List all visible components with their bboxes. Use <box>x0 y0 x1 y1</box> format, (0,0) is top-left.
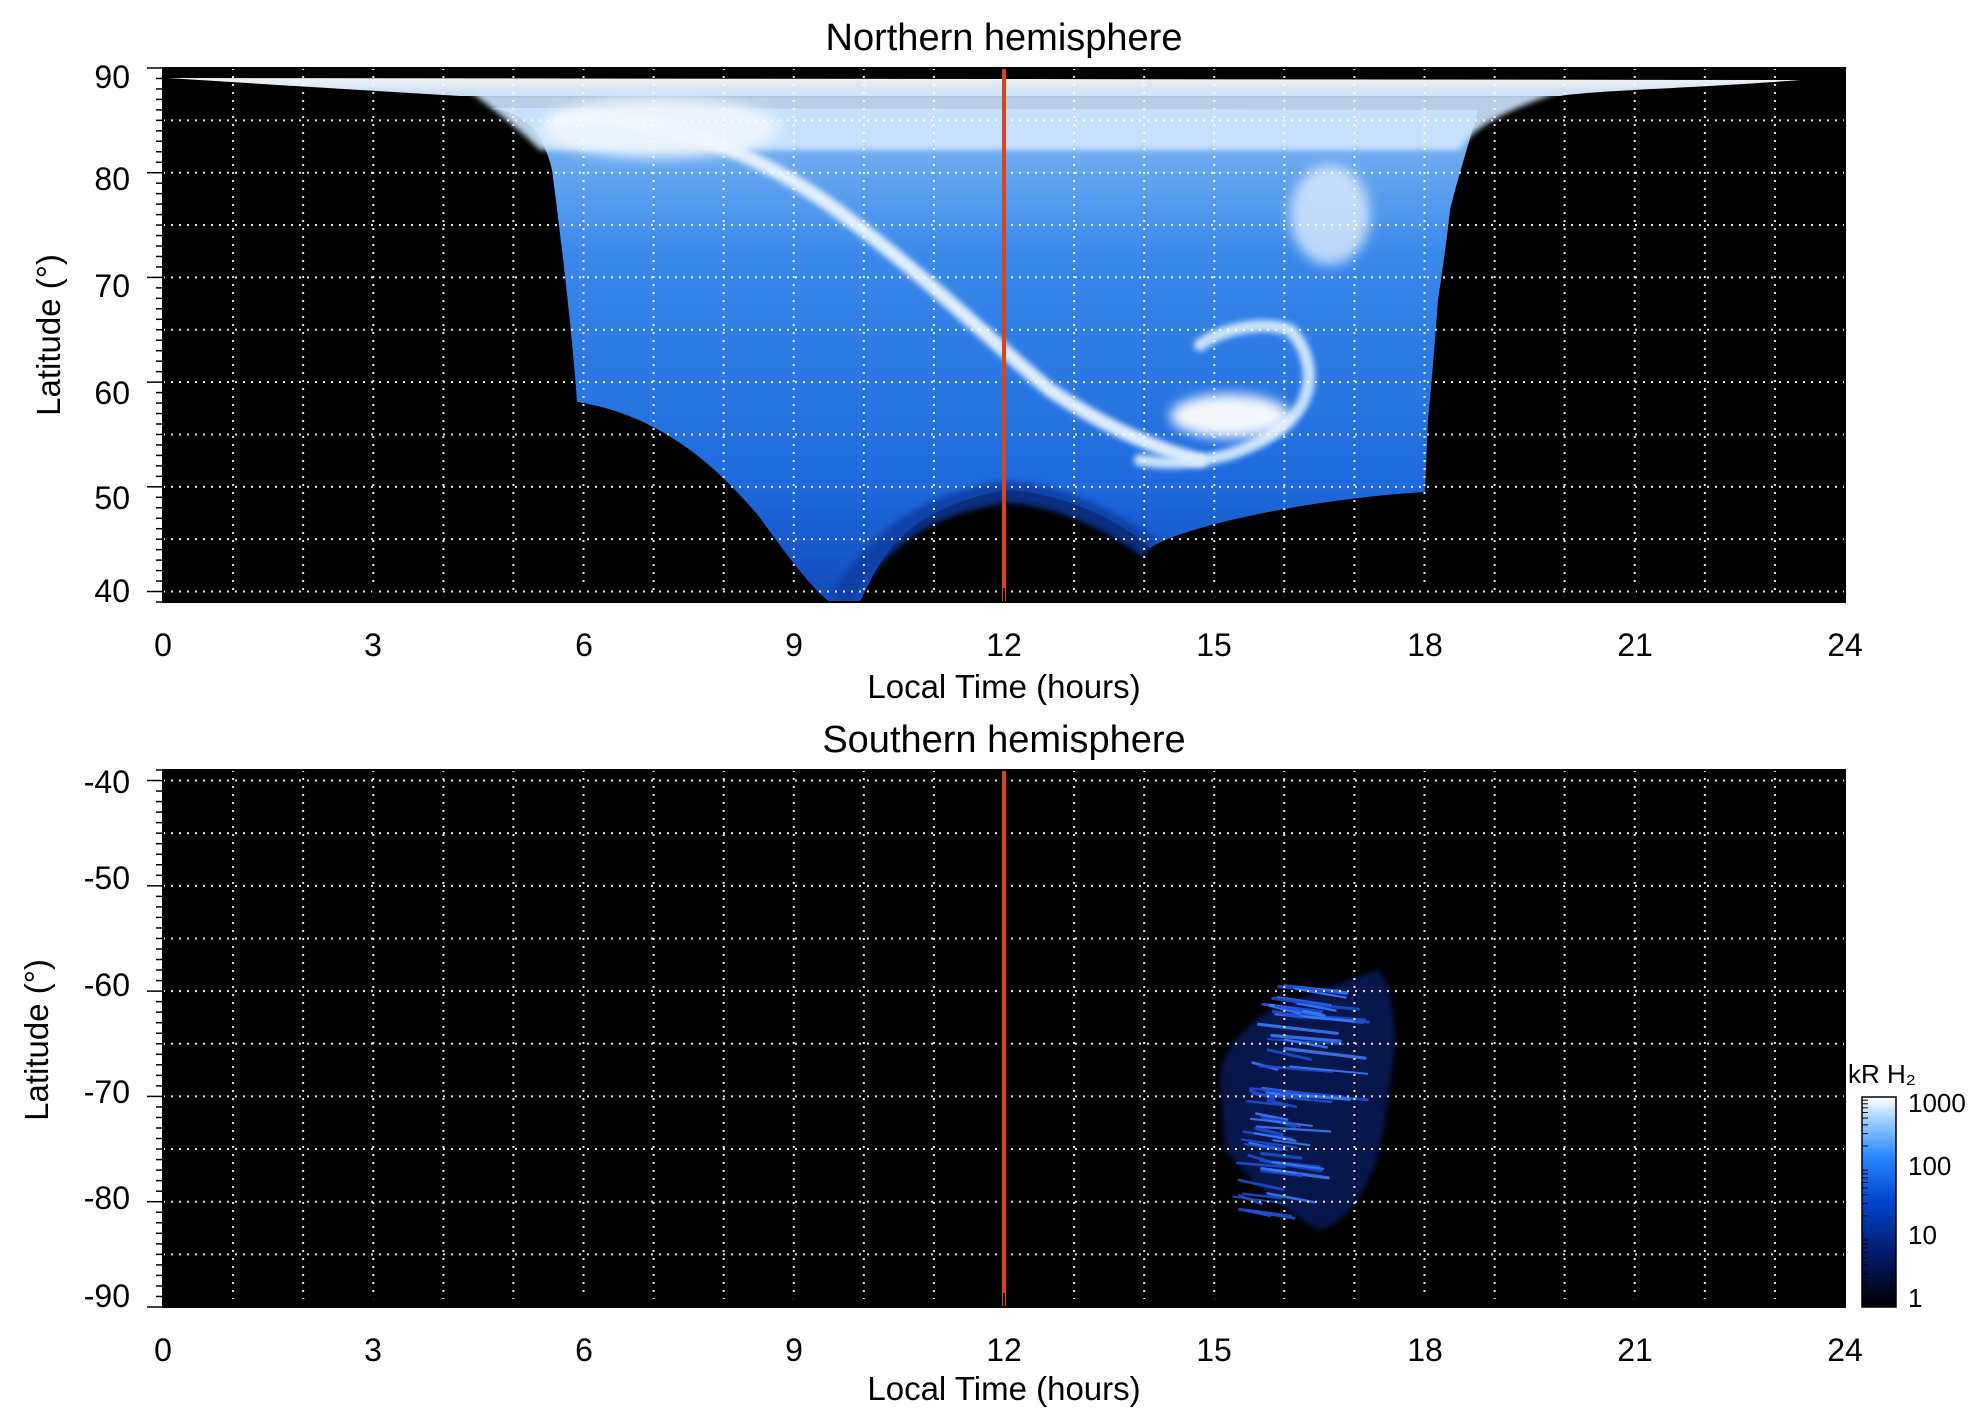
south-streak <box>1277 1117 1302 1128</box>
north-x-tick-1: 3 <box>364 627 382 663</box>
south-streak <box>1249 1117 1313 1127</box>
south-y-tick-4: -80 <box>84 1180 130 1216</box>
south-x-tick-6: 18 <box>1407 1332 1443 1368</box>
north-main-emission <box>490 108 1478 602</box>
colorbar-tick-1000: 1000 <box>1908 1088 1966 1118</box>
south-streak <box>1237 1178 1285 1191</box>
north-dawn-shadow <box>577 402 830 602</box>
north-title: Northern hemisphere <box>826 17 1183 59</box>
south-streak <box>1297 1002 1337 1012</box>
north-y-tick-1: 50 <box>94 480 130 516</box>
north-ticks <box>147 67 1846 603</box>
south-streak <box>1247 1153 1273 1164</box>
south-streak <box>1283 1046 1367 1060</box>
south-streak <box>1272 1139 1311 1147</box>
south-y-tick-3: -70 <box>84 1074 130 1110</box>
colorbar-minor-ticks <box>1862 1099 1868 1287</box>
north-polar-cap-band <box>168 78 1800 96</box>
north-y-tick-2: 60 <box>94 375 130 411</box>
north-y-tick-5: 90 <box>94 59 130 95</box>
south-streak <box>1254 1126 1284 1137</box>
north-x-tick-2: 6 <box>575 627 593 663</box>
north-x-tick-6: 18 <box>1407 627 1443 663</box>
south-streak <box>1260 1169 1303 1178</box>
south-x-tick-0: 0 <box>154 1332 172 1368</box>
north-x-axis-label: Local Time (hours) <box>867 668 1140 705</box>
north-x-tick-8: 24 <box>1827 627 1863 663</box>
south-emission-streaks <box>1232 983 1370 1220</box>
south-streak <box>1249 1087 1340 1098</box>
south-x-tick-3: 9 <box>785 1332 803 1368</box>
north-afternoon-spot <box>1170 394 1290 438</box>
south-streak <box>1260 1166 1297 1175</box>
north-afternoon-spiral <box>1134 319 1315 469</box>
north-y-tick-0: 40 <box>94 573 130 609</box>
south-streak <box>1266 1038 1344 1046</box>
north-y-tick-4: 80 <box>94 161 130 197</box>
south-streak <box>1274 1004 1303 1013</box>
south-streak <box>1260 1151 1303 1160</box>
north-y-axis-label: Latitude (°) <box>30 254 67 416</box>
south-title: Southern hemisphere <box>822 719 1185 761</box>
south-streak <box>1246 1099 1289 1107</box>
south-streak <box>1294 987 1347 999</box>
south-streak <box>1236 1161 1287 1169</box>
south-streak <box>1289 1065 1369 1075</box>
north-dawn-patch <box>540 98 780 158</box>
south-streak <box>1240 1138 1298 1149</box>
south-streak <box>1256 1022 1339 1035</box>
colorbar-tick-100: 100 <box>1908 1151 1951 1181</box>
south-streak <box>1266 1048 1312 1061</box>
colorbar: kR H₂ 1000 100 10 1 <box>1848 1059 1966 1313</box>
south-y-tick-5: -90 <box>84 1278 130 1314</box>
south-streak <box>1266 1098 1298 1109</box>
north-x-tick-5: 15 <box>1196 627 1232 663</box>
south-x-tick-1: 3 <box>364 1332 382 1368</box>
south-streak <box>1283 1038 1328 1049</box>
south-streak <box>1283 983 1338 994</box>
south-y-tick-2: -60 <box>84 967 130 1003</box>
colorbar-label: kR H₂ <box>1848 1059 1916 1089</box>
south-streak <box>1255 1125 1332 1133</box>
south-aurora <box>1220 970 1396 1230</box>
south-streak <box>1249 1209 1296 1220</box>
south-x-tick-7: 21 <box>1617 1332 1653 1368</box>
south-streak <box>1243 1143 1280 1151</box>
south-x-tick-8: 24 <box>1827 1332 1863 1368</box>
south-streak <box>1232 1195 1283 1204</box>
south-y-tick-0: -40 <box>84 764 130 800</box>
south-streak <box>1272 1009 1303 1019</box>
south-x-tick-2: 6 <box>575 1332 593 1368</box>
south-y-tick-1: -50 <box>84 860 130 896</box>
south-x-axis-label: Local Time (hours) <box>867 1370 1140 1407</box>
south-ticks <box>147 769 1846 1308</box>
north-aurora <box>168 78 1800 602</box>
south-y-axis-label: Latitude (°) <box>18 959 55 1121</box>
south-streak <box>1255 1112 1289 1121</box>
south-x-tick-4: 12 <box>986 1332 1022 1368</box>
south-streak <box>1270 1161 1325 1170</box>
south-streak <box>1253 1132 1297 1142</box>
south-streak <box>1258 1064 1334 1073</box>
north-x-tick-4: 12 <box>986 627 1022 663</box>
north-x-tick-0: 0 <box>154 627 172 663</box>
north-dusk-patch <box>1290 165 1370 265</box>
south-streak <box>1266 1192 1316 1204</box>
panel-south: Southern hemisphere 0 3 6 9 12 15 18 21 … <box>18 719 1863 1407</box>
south-streak <box>1270 1033 1342 1043</box>
south-streak <box>1271 996 1330 1008</box>
colorbar-tick-1: 1 <box>1908 1283 1922 1313</box>
north-y-tick-3: 70 <box>94 268 130 304</box>
south-streak <box>1241 1192 1282 1200</box>
south-x-tick-5: 15 <box>1196 1332 1232 1368</box>
colorbar-gradient <box>1861 1096 1897 1308</box>
colorbar-tick-10: 10 <box>1908 1220 1937 1250</box>
south-streak <box>1280 1092 1310 1101</box>
north-x-tick-3: 9 <box>785 627 803 663</box>
panel-north: Northern hemisphere <box>30 17 1863 705</box>
north-x-tick-7: 21 <box>1617 627 1653 663</box>
